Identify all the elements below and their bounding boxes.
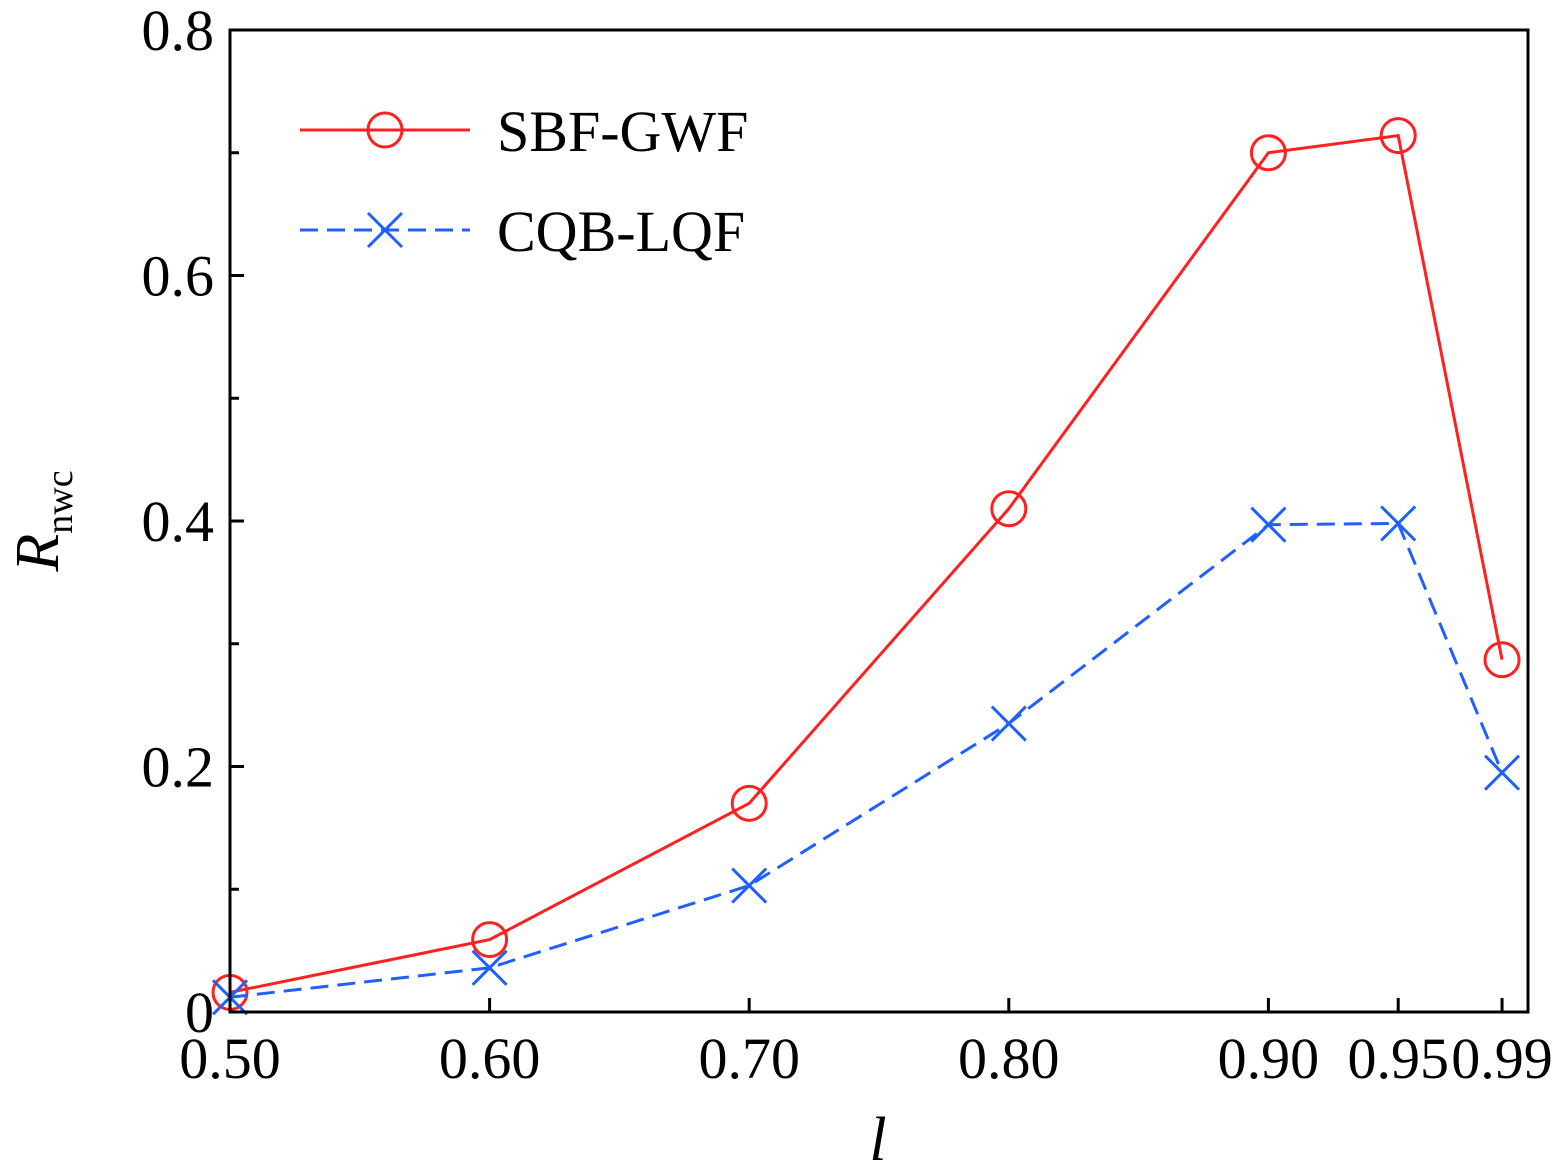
x-stroke <box>731 867 768 904</box>
x-stroke <box>1380 505 1417 542</box>
data-point-x <box>731 867 768 904</box>
x-axis-label: l <box>869 1106 886 1174</box>
x-tick-label: 0.90 <box>1218 1026 1320 1091</box>
y-axis-label: Rnwc <box>4 470 81 572</box>
data-point-x <box>1380 505 1417 542</box>
legend-label: SBF-GWF <box>497 99 748 164</box>
data-point-circle <box>366 111 404 149</box>
x-stroke <box>1483 754 1521 791</box>
x-tick-label: 0.99 <box>1451 1026 1553 1091</box>
x-tick-label: 0.70 <box>698 1026 800 1091</box>
data-point-circle <box>990 490 1028 528</box>
x-stroke <box>1250 506 1287 543</box>
y-tick-label: 0.8 <box>142 0 215 63</box>
data-point-circle <box>471 921 509 959</box>
plot-frame <box>228 28 1530 1014</box>
y-tick-label: 0.4 <box>142 489 215 554</box>
series-line-cqb-lqf <box>229 521 1504 999</box>
y-tick-label: 0 <box>185 980 214 1045</box>
x-tick-label: 0.80 <box>958 1026 1060 1091</box>
legend: SBF-GWF CQB-LQF <box>300 99 748 264</box>
x-tick-label: 0.50 <box>179 1026 281 1091</box>
data-point-circle <box>730 784 768 822</box>
legend-label: CQB-LQF <box>497 199 745 264</box>
data-point-x <box>990 705 1027 742</box>
data-point-x <box>1250 506 1287 543</box>
data-point-circle <box>1249 134 1287 172</box>
x-stroke <box>366 211 404 249</box>
y-tick-label: 0.2 <box>142 735 215 800</box>
x-tick-label: 0.95 <box>1347 1026 1449 1091</box>
y-tick-label: 0.6 <box>142 244 215 309</box>
data-point-x <box>471 949 508 986</box>
x-stroke <box>990 705 1027 742</box>
series-line-sbf-gwf <box>229 133 1504 994</box>
x-stroke <box>471 949 508 986</box>
data-point-x <box>1483 754 1521 791</box>
data-point-circle <box>1483 641 1521 679</box>
data-point-circle <box>1379 117 1417 155</box>
x-tick-label: 0.60 <box>439 1026 541 1091</box>
data-point-x <box>366 211 404 249</box>
